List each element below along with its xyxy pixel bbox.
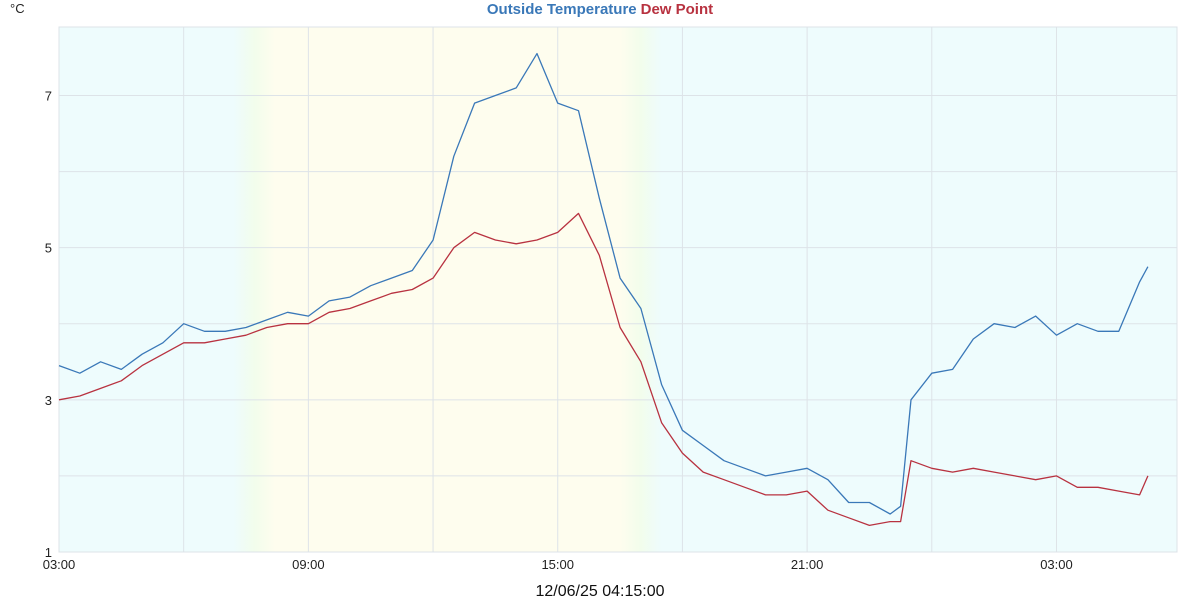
- y-tick-label: 7: [45, 88, 52, 103]
- series-lines: [58, 52, 1149, 527]
- legend-dew-point: Dew Point: [640, 1, 714, 18]
- x-tick-label: 09:00: [292, 557, 325, 572]
- y-axis-ticks: 1 3 5 7: [45, 88, 52, 560]
- x-tick-label: 21:00: [791, 557, 824, 572]
- chart-timestamp: 12/06/25 04:15:00: [535, 583, 665, 600]
- x-tick-label: 03:00: [1040, 557, 1073, 572]
- x-axis-ticks: 03:00 09:00 15:00 21:00 03:00: [43, 557, 1073, 572]
- y-tick-label: 3: [45, 393, 52, 408]
- grid-lines: [58, 27, 1177, 553]
- chart-legend-title: Outside Temperature Dew Point: [0, 1, 1200, 18]
- series-line-outside-temperature: [58, 52, 1149, 515]
- plot-background: [58, 26, 1178, 553]
- y-tick-label: 5: [45, 241, 52, 256]
- x-tick-label: 03:00: [43, 557, 76, 572]
- x-tick-label: 15:00: [541, 557, 574, 572]
- y-axis-unit-label: °C: [10, 1, 25, 16]
- series-line-dew-point: [58, 212, 1149, 527]
- y-tick-label: 1: [45, 545, 52, 560]
- legend-outside-temperature: Outside Temperature: [486, 1, 637, 18]
